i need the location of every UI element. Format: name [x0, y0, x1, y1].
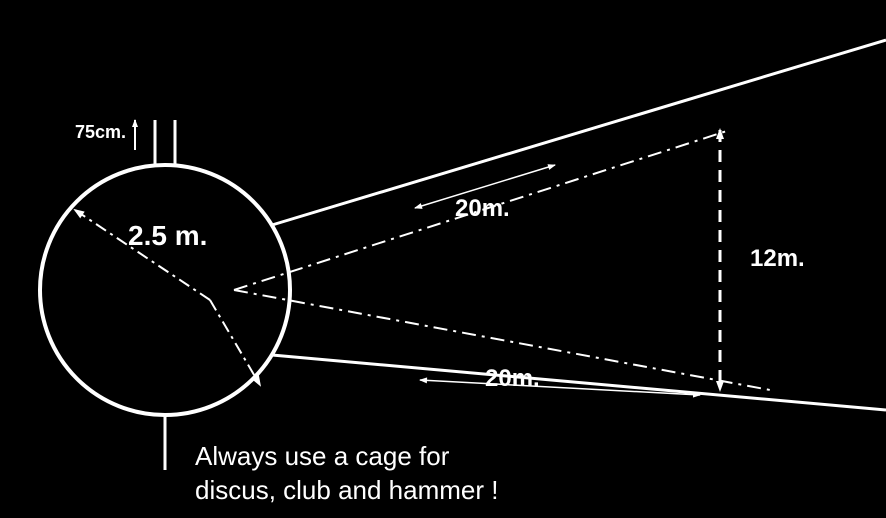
throwing-circle: [40, 165, 290, 415]
radius-arrow-2: [210, 300, 260, 385]
label-12m: 12m.: [750, 245, 805, 273]
sector-line-top: [272, 40, 886, 225]
label-20m-bottom: 20m.: [485, 365, 540, 393]
sector-line-bottom: [272, 355, 886, 410]
safety-line2: discus, club and hammer !: [195, 474, 498, 508]
safety-note: Always use a cage for discus, club and h…: [195, 440, 498, 508]
label-20m-top: 20m.: [455, 195, 510, 223]
label-radius: 2.5 m.: [128, 220, 207, 252]
safety-line1: Always use a cage for: [195, 440, 498, 474]
label-75cm: 75cm.: [75, 122, 126, 143]
